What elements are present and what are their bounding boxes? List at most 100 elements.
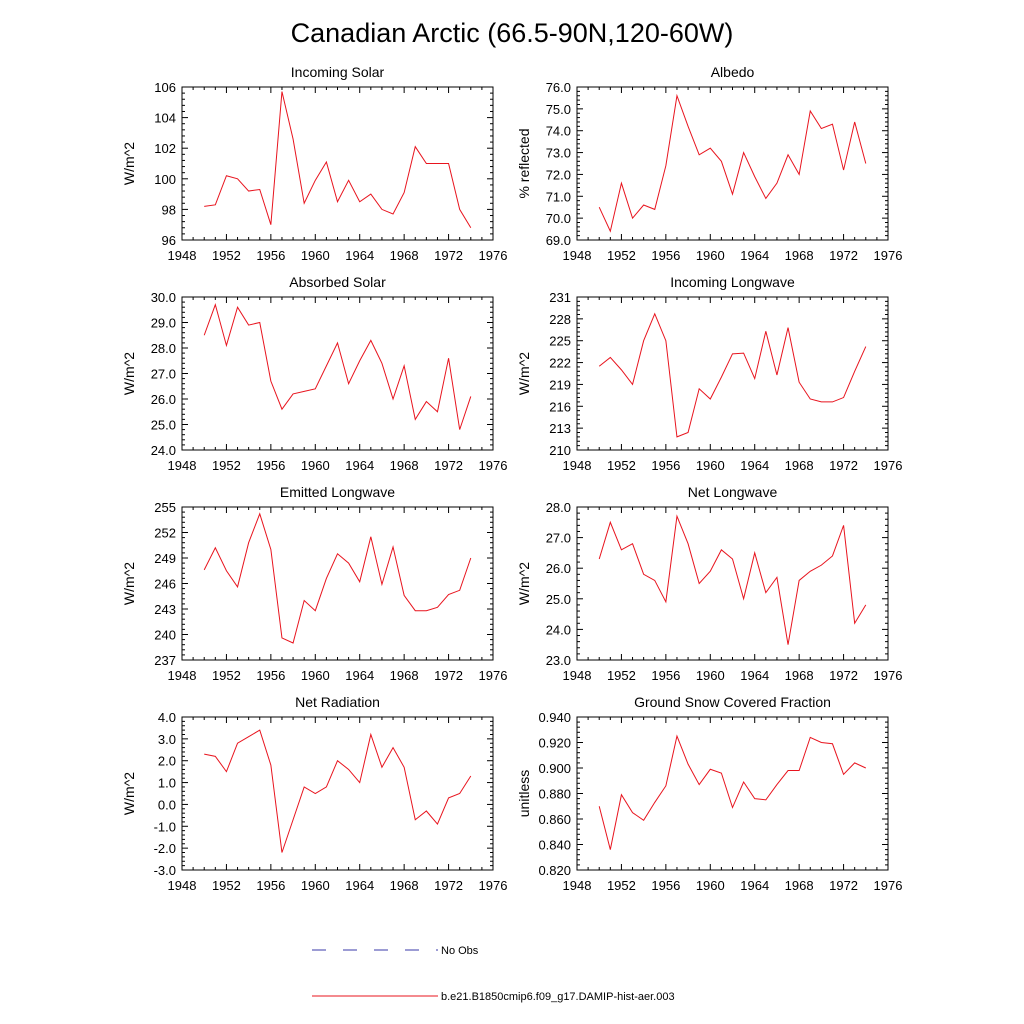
x-tick-label: 1956	[256, 668, 285, 683]
panel-1: Incoming Solar W/m^2 1948 1952 1956 1960 1964 1…	[121, 64, 507, 263]
y-tick-label: 106	[154, 80, 176, 95]
y-tick-label: 96	[162, 233, 176, 248]
plot-frame	[576, 86, 889, 241]
y-axis-label: W/m^2	[121, 562, 137, 605]
x-tick-label: 1968	[390, 248, 419, 263]
panels: Incoming Solar W/m^2 1948 1952 1956 1960 1964 1…	[121, 64, 902, 893]
y-tick-label: 243	[154, 602, 176, 617]
y-axis-label: W/m^2	[516, 352, 532, 395]
x-tick-label: 1948	[168, 248, 197, 263]
y-tick-label: 75.0	[546, 102, 571, 117]
y-axis-label: % reflected	[516, 128, 532, 198]
y-tick-label: 0.940	[538, 710, 571, 725]
x-tick-label: 1968	[390, 458, 419, 473]
y-tick-label: 26.0	[546, 561, 571, 576]
x-tick-label: 1956	[256, 248, 285, 263]
y-tick-label: -1.0	[154, 819, 176, 834]
x-tick-label: 1972	[829, 458, 858, 473]
y-tick-label: 25.0	[151, 418, 176, 433]
x-tick-label: 1952	[607, 668, 636, 683]
x-tick-label: 1960	[301, 248, 330, 263]
x-tick-label: 1952	[212, 668, 241, 683]
figure-title: Canadian Arctic (66.5-90N,120-60W)	[291, 18, 734, 48]
series-line	[203, 512, 472, 644]
panel-title: Ground Snow Covered Fraction	[634, 694, 831, 710]
y-axis-label: W/m^2	[121, 352, 137, 395]
x-tick-label: 1960	[301, 458, 330, 473]
legend: No Obs b.e21.B1850cmip6.f09_g17.DAMIP-his…	[312, 945, 675, 1003]
series-line	[598, 93, 867, 233]
y-tick-label: 1.0	[158, 776, 176, 791]
y-tick-label: 252	[154, 526, 176, 541]
x-tick-label: 1976	[479, 878, 508, 893]
series-line	[598, 312, 867, 438]
x-tick-label: 1976	[874, 668, 903, 683]
x-tick-label: 1948	[168, 878, 197, 893]
x-tick-label: 1972	[434, 458, 463, 473]
y-tick-label: 4.0	[158, 710, 176, 725]
y-tick-label: 246	[154, 577, 176, 592]
x-tick-label: 1976	[479, 668, 508, 683]
y-tick-label: 0.900	[538, 761, 571, 776]
panel-7: Net Radiation W/m^2 1948 1952 1956 1960 1964 19…	[121, 694, 507, 893]
x-tick-label: 1956	[651, 458, 680, 473]
x-tick-label: 1948	[563, 248, 592, 263]
y-tick-label: 222	[549, 356, 571, 371]
x-tick-label: 1952	[607, 878, 636, 893]
x-tick-label: 1952	[607, 248, 636, 263]
y-tick-label: 213	[549, 421, 571, 436]
legend-entry: No Obs	[312, 945, 479, 957]
y-tick-label: 0.920	[538, 736, 571, 751]
x-tick-label: 1976	[479, 248, 508, 263]
legend-label: No Obs	[441, 945, 479, 957]
y-axis-label: W/m^2	[121, 142, 137, 185]
y-tick-label: 29.0	[151, 316, 176, 331]
y-tick-label: 71.0	[546, 189, 571, 204]
y-tick-label: 28.0	[546, 500, 571, 515]
x-tick-label: 1964	[345, 668, 374, 683]
y-tick-label: 0.820	[538, 863, 571, 878]
panel-title: Net Longwave	[688, 484, 778, 500]
y-tick-label: 0.860	[538, 812, 571, 827]
x-tick-label: 1964	[345, 878, 374, 893]
y-tick-label: 69.0	[546, 233, 571, 248]
x-tick-label: 1976	[874, 248, 903, 263]
x-tick-label: 1964	[740, 878, 769, 893]
x-tick-label: 1948	[168, 668, 197, 683]
y-tick-label: 24.0	[151, 443, 176, 458]
y-axis-label: W/m^2	[121, 772, 137, 815]
x-tick-label: 1956	[651, 248, 680, 263]
x-tick-label: 1948	[563, 668, 592, 683]
plot-frame	[181, 506, 494, 661]
x-tick-label: 1976	[479, 458, 508, 473]
x-tick-label: 1968	[785, 878, 814, 893]
x-tick-label: 1972	[434, 668, 463, 683]
y-tick-label: 216	[549, 399, 571, 414]
x-tick-label: 1972	[829, 878, 858, 893]
y-tick-label: 225	[549, 334, 571, 349]
x-tick-label: 1948	[168, 458, 197, 473]
y-tick-label: 231	[549, 290, 571, 305]
y-tick-label: 27.0	[151, 367, 176, 382]
y-tick-label: 76.0	[546, 80, 571, 95]
x-tick-label: 1976	[874, 878, 903, 893]
x-tick-label: 1976	[874, 458, 903, 473]
x-tick-label: 1972	[434, 878, 463, 893]
legend-entry: b.e21.B1850cmip6.f09_g17.DAMIP-hist-aer.…	[312, 991, 675, 1003]
y-tick-label: 100	[154, 172, 176, 187]
plot-frame	[576, 506, 889, 661]
x-tick-label: 1960	[696, 878, 725, 893]
x-tick-label: 1972	[829, 668, 858, 683]
x-tick-label: 1952	[212, 458, 241, 473]
x-tick-label: 1968	[390, 668, 419, 683]
y-axis-label: W/m^2	[516, 562, 532, 605]
panel-3: Absorbed Solar W/m^2 1948 1952 1956 1960 1964 1…	[121, 274, 507, 473]
x-tick-label: 1960	[301, 668, 330, 683]
y-tick-label: 102	[154, 141, 176, 156]
y-tick-label: 0.0	[158, 797, 176, 812]
y-tick-label: 210	[549, 443, 571, 458]
y-tick-label: 2.0	[158, 754, 176, 769]
y-tick-label: 27.0	[546, 531, 571, 546]
y-tick-label: 255	[154, 500, 176, 515]
